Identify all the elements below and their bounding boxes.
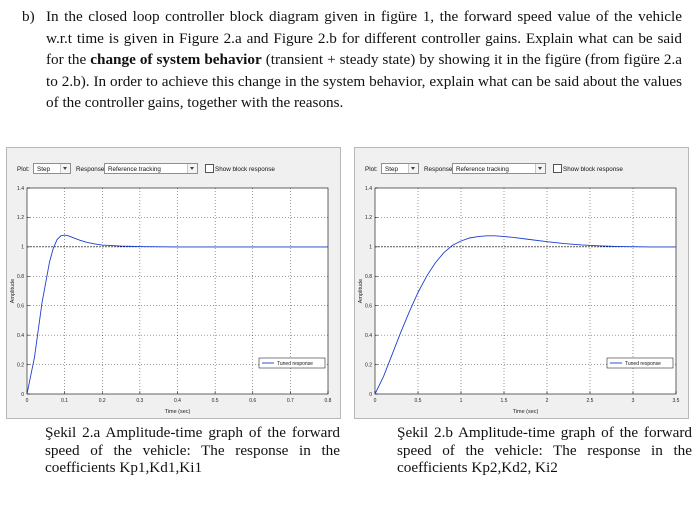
y-tick-label: 0.2 (365, 362, 372, 368)
legend-box (258, 357, 326, 369)
y-tick-label: 1 (369, 245, 372, 251)
y-tick-label: 0.6 (365, 304, 372, 310)
chevron-down-icon[interactable] (187, 164, 197, 173)
plot-type-value: Step (385, 166, 398, 173)
x-tick-label: 0 (26, 398, 29, 404)
question-body: In the closed loop controller block diag… (46, 6, 682, 114)
figure-2a-panel: Plot: Step Response: Reference tracking … (6, 147, 341, 419)
figure-2a-chart: 0 0.1 0.2 0.3 0.4 0.5 0.6 0.7 0.8 0 0.2 0.4 0.6 0.8 1 1… (10, 186, 332, 415)
question-emphasis: change of system behavior (90, 51, 262, 68)
y-tick-label: 1.4 (365, 186, 372, 192)
plot-type-value: Step (37, 166, 50, 173)
response-select[interactable]: Reference tracking (104, 163, 198, 174)
response-value: Reference tracking (108, 166, 161, 173)
figure-2a-toolbar: Plot: Step Response: Reference tracking … (7, 148, 340, 178)
response-label: Response: (424, 166, 455, 173)
y-tick-label: 0.2 (17, 362, 24, 368)
legend-label: Tuned response (625, 361, 661, 367)
response-select[interactable]: Reference tracking (452, 163, 546, 174)
question-text-before: In the closed loop controller block diag… (46, 8, 682, 68)
chevron-down-icon[interactable] (535, 164, 545, 173)
plot-label: Plot: (365, 166, 378, 173)
question-text: b) In the closed loop controller block d… (22, 6, 682, 114)
y-tick-label: 0 (21, 392, 24, 398)
x-tick-label: 3.5 (673, 398, 680, 404)
response-line (374, 235, 676, 395)
y-tick-label: 0.4 (365, 333, 372, 339)
figure-2b-panel: Plot: Step Response: Reference tracking … (354, 147, 689, 419)
x-tick-label: 0.8 (325, 398, 332, 404)
x-tick-label: 0.4 (174, 398, 181, 404)
show-block-response-checkbox[interactable] (205, 164, 214, 173)
y-tick-label: 1.2 (365, 215, 372, 221)
response-line (26, 234, 328, 395)
x-tick-label: 0.3 (136, 398, 143, 404)
chevron-down-icon[interactable] (60, 164, 70, 173)
x-axis-label: Time (sec) (513, 409, 539, 415)
x-tick-label: 0 (374, 398, 377, 404)
x-tick-label: 1 (460, 398, 463, 404)
plot-type-select[interactable]: Step (33, 163, 71, 174)
show-block-response-label: Show block response (215, 166, 275, 173)
y-tick-label: 0.8 (365, 274, 372, 280)
y-tick-label: 0.8 (17, 274, 24, 280)
x-tick-label: 3 (632, 398, 635, 404)
x-tick-label: 2 (546, 398, 549, 404)
y-axis-label: Amplitude (358, 279, 364, 303)
x-tick-label: 0.5 (415, 398, 422, 404)
figure-2b-chart: 0 0.5 1 1.5 2 2.5 3 3.5 0 0.2 0.4 0.6 0.8 1 1.2 1.4 Time… (358, 186, 680, 415)
y-tick-label: 0.6 (17, 304, 24, 310)
y-axis-label: Amplitude (10, 279, 16, 303)
y-tick-label: 0.4 (17, 333, 24, 339)
x-axis-label: Time (sec) (165, 409, 191, 415)
figure-2b-caption: Şekil 2.b Amplitude-time graph of the fo… (397, 424, 692, 476)
plot-label: Plot: (17, 166, 30, 173)
legend-box (606, 357, 674, 369)
response-value: Reference tracking (456, 166, 509, 173)
response-label: Response: (76, 166, 107, 173)
figure-2b-toolbar: Plot: Step Response: Reference tracking … (355, 148, 688, 178)
chevron-down-icon[interactable] (408, 164, 418, 173)
x-tick-label: 2.5 (587, 398, 594, 404)
y-tick-label: 1 (21, 245, 24, 251)
y-tick-label: 0 (369, 392, 372, 398)
plot-type-select[interactable]: Step (381, 163, 419, 174)
x-tick-label: 0.6 (249, 398, 256, 404)
figure-2a-caption: Şekil 2.a Amplitude-time graph of the fo… (45, 424, 340, 476)
x-tick-label: 0.7 (287, 398, 294, 404)
y-tick-label: 1.2 (17, 215, 24, 221)
y-tick-label: 1.4 (17, 186, 24, 192)
show-block-response-checkbox[interactable] (553, 164, 562, 173)
x-tick-label: 1.5 (501, 398, 508, 404)
legend-label: Tuned response (277, 361, 313, 367)
x-tick-label: 0.5 (212, 398, 219, 404)
show-block-response-label: Show block response (563, 166, 623, 173)
question-text-after: (transient + steady state) by showing it… (46, 51, 682, 111)
x-tick-label: 0.1 (61, 398, 68, 404)
question-label: b) (22, 8, 35, 25)
x-tick-label: 0.2 (99, 398, 106, 404)
